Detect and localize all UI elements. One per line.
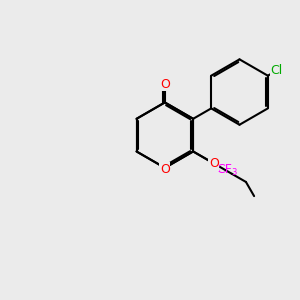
Text: Cl: Cl: [271, 64, 283, 77]
Text: O: O: [160, 77, 170, 91]
Text: 3: 3: [232, 168, 237, 177]
Text: O: O: [160, 163, 170, 176]
Text: O: O: [209, 157, 219, 170]
Text: CF: CF: [217, 163, 232, 176]
